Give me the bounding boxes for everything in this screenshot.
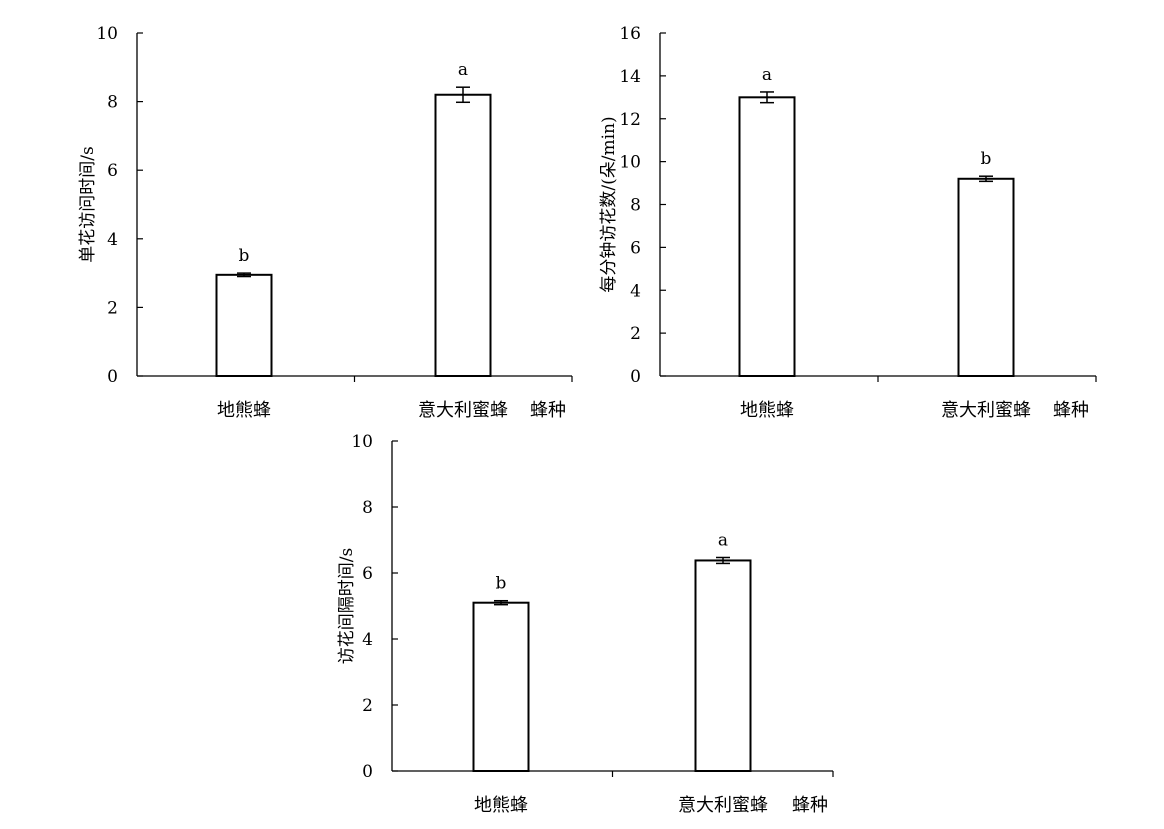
y-tick-label: 10 xyxy=(96,24,118,44)
x-axis-label: 蜂种 xyxy=(1053,400,1089,421)
y-tick-label: 4 xyxy=(630,281,641,301)
y-tick-label: 6 xyxy=(107,161,118,181)
bar-1 xyxy=(215,273,273,377)
y-tick-label: 8 xyxy=(362,498,373,518)
y-tick-label: 0 xyxy=(107,367,118,387)
y-tick-label: 6 xyxy=(362,564,373,584)
category-label: 意大利蜜蜂 xyxy=(678,795,768,816)
y-tick-label: 8 xyxy=(107,93,118,113)
chart-panel-2: 0 2 4 6 8 10 12 14 16 a 地熊蜂 b 意大利蜜蜂 蜂种 每分钟访花数/(朵/min) xyxy=(599,24,1097,421)
y-tick-label: 8 xyxy=(630,196,641,216)
y-tick-label: 2 xyxy=(630,324,641,344)
y-tick-label: 6 xyxy=(630,238,641,258)
category-label: 意大利蜜蜂 xyxy=(941,400,1031,421)
bar-2 xyxy=(957,177,1015,377)
chart-panel-1: 0 2 4 6 8 10 b 地熊蜂 a 意大利蜜蜂 蜂种 单花访问时间/s xyxy=(78,24,573,421)
significance-letter: b xyxy=(239,246,250,266)
y-tick-label: 0 xyxy=(362,762,373,782)
y-tick-label: 10 xyxy=(351,432,373,452)
y-tick-label: 0 xyxy=(630,367,641,387)
y-tick-label: 2 xyxy=(362,696,373,716)
y-tick-label: 10 xyxy=(619,153,641,173)
significance-letter: a xyxy=(718,530,728,550)
chart-panel-3: 0 2 4 6 8 10 b 地熊蜂 a 意大利蜜蜂 蜂种 访花间隔时间/s xyxy=(337,432,834,816)
significance-letter: b xyxy=(981,149,992,169)
y-tick-label: 14 xyxy=(619,67,641,87)
y-tick-label: 12 xyxy=(619,110,641,130)
category-label: 意大利蜜蜂 xyxy=(418,400,508,421)
y-tick-label: 2 xyxy=(107,298,118,318)
y-tick-label: 4 xyxy=(362,630,373,650)
bar-1 xyxy=(738,96,796,377)
significance-letter: a xyxy=(458,60,468,80)
bar-2 xyxy=(694,559,752,773)
x-axis-label: 蜂种 xyxy=(530,400,566,421)
category-label: 地熊蜂 xyxy=(217,400,271,421)
bar-2 xyxy=(434,93,492,378)
significance-letter: a xyxy=(762,65,772,85)
y-axis-label: 每分钟访花数/(朵/min) xyxy=(599,116,619,292)
category-label: 地熊蜂 xyxy=(474,795,528,816)
y-tick-label: 16 xyxy=(619,24,641,44)
significance-letter: b xyxy=(496,574,507,594)
category-label: 地熊蜂 xyxy=(740,400,794,421)
bar-1 xyxy=(472,601,530,773)
y-axis-label: 访花间隔时间/s xyxy=(337,548,357,664)
y-axis-label: 单花访问时间/s xyxy=(78,146,98,262)
x-axis-label: 蜂种 xyxy=(792,795,828,816)
y-tick-label: 4 xyxy=(107,230,118,250)
